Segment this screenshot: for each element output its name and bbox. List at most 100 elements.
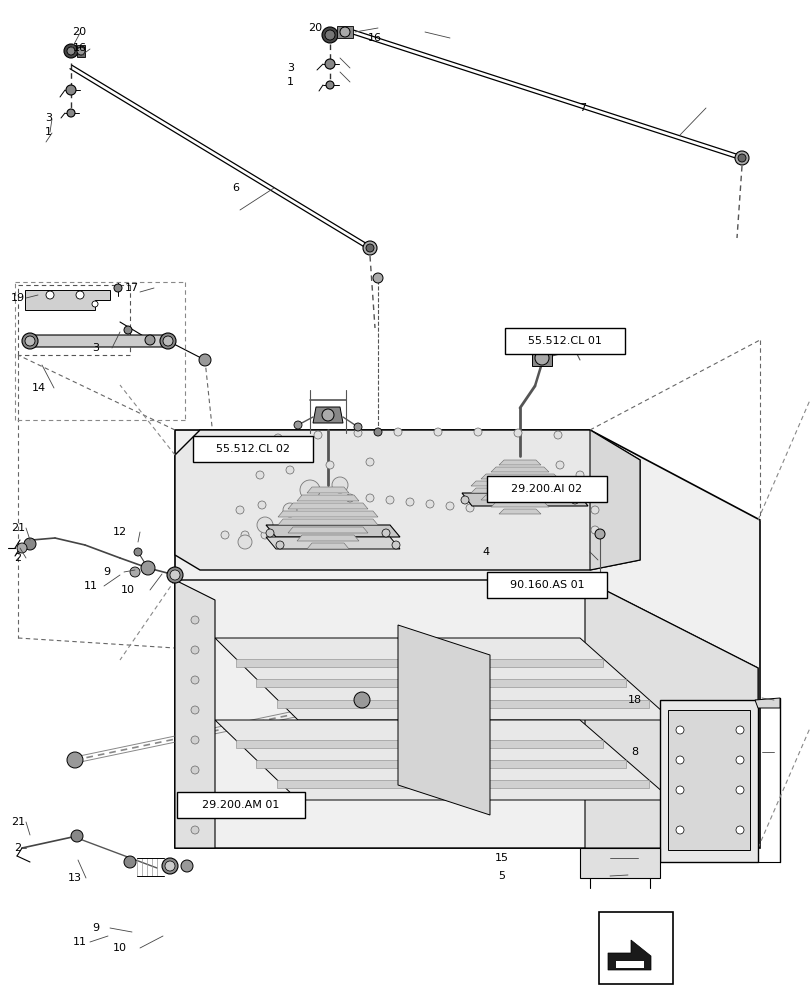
Circle shape (426, 500, 433, 508)
Circle shape (273, 434, 281, 442)
Polygon shape (175, 580, 757, 848)
Circle shape (283, 503, 297, 517)
Polygon shape (531, 350, 551, 366)
Polygon shape (175, 580, 215, 848)
Circle shape (354, 429, 362, 437)
Polygon shape (579, 848, 659, 878)
Circle shape (735, 726, 743, 734)
Polygon shape (307, 543, 349, 549)
Circle shape (46, 291, 54, 299)
Polygon shape (754, 698, 779, 708)
Polygon shape (175, 430, 759, 848)
Polygon shape (470, 488, 569, 493)
Polygon shape (277, 511, 378, 517)
Circle shape (257, 517, 272, 533)
Text: 14: 14 (32, 383, 46, 393)
Circle shape (260, 531, 268, 539)
Text: 6: 6 (232, 183, 238, 193)
Circle shape (354, 423, 362, 431)
Bar (504, 328, 624, 354)
Polygon shape (420, 740, 603, 748)
Polygon shape (235, 740, 420, 748)
Polygon shape (28, 335, 169, 347)
Polygon shape (277, 780, 466, 788)
Polygon shape (491, 467, 548, 472)
Circle shape (191, 826, 199, 834)
Circle shape (165, 861, 175, 871)
Circle shape (322, 27, 337, 43)
Polygon shape (215, 638, 489, 720)
Text: 12: 12 (113, 527, 127, 537)
Circle shape (737, 154, 745, 162)
Circle shape (474, 428, 482, 436)
Circle shape (67, 47, 75, 55)
Circle shape (276, 541, 284, 549)
Circle shape (92, 301, 98, 307)
Circle shape (191, 616, 199, 624)
Text: 10: 10 (113, 943, 127, 953)
Circle shape (676, 756, 683, 764)
Circle shape (433, 428, 441, 436)
Text: 15: 15 (494, 853, 508, 863)
Polygon shape (480, 495, 558, 500)
Circle shape (406, 498, 414, 506)
Circle shape (325, 81, 333, 89)
Polygon shape (461, 493, 587, 506)
Circle shape (17, 543, 27, 553)
Text: 3: 3 (92, 343, 99, 353)
Bar (487, 476, 607, 502)
Polygon shape (77, 45, 85, 57)
Circle shape (324, 59, 335, 69)
Circle shape (64, 44, 78, 58)
Polygon shape (444, 679, 625, 687)
Text: 11: 11 (84, 581, 98, 591)
Circle shape (67, 752, 83, 768)
Circle shape (322, 409, 333, 421)
Circle shape (513, 429, 521, 437)
Text: 3: 3 (287, 63, 294, 73)
Polygon shape (297, 535, 358, 541)
Circle shape (191, 676, 199, 684)
Text: 10: 10 (121, 585, 135, 595)
Polygon shape (499, 460, 540, 465)
Circle shape (556, 461, 564, 469)
Polygon shape (420, 658, 603, 666)
Circle shape (595, 584, 603, 592)
Circle shape (374, 428, 381, 436)
Text: 55.512.CL 01: 55.512.CL 01 (527, 336, 601, 346)
Circle shape (114, 284, 122, 292)
Circle shape (199, 354, 211, 366)
Circle shape (163, 336, 173, 346)
Polygon shape (25, 290, 109, 310)
Circle shape (294, 421, 302, 429)
Circle shape (285, 466, 294, 474)
Circle shape (76, 291, 84, 299)
Circle shape (299, 480, 320, 500)
Circle shape (735, 826, 743, 834)
Circle shape (324, 30, 335, 40)
Polygon shape (288, 527, 367, 533)
Text: 9: 9 (104, 567, 110, 577)
Text: 29.200.AI 02: 29.200.AI 02 (511, 484, 581, 494)
Circle shape (66, 85, 76, 95)
Circle shape (191, 736, 199, 744)
Circle shape (141, 561, 155, 575)
Circle shape (570, 496, 578, 504)
Text: 55.512.CL 02: 55.512.CL 02 (216, 444, 290, 454)
Circle shape (216, 444, 224, 452)
Circle shape (735, 786, 743, 794)
Polygon shape (277, 700, 466, 708)
Circle shape (25, 336, 35, 346)
Text: 21: 21 (11, 523, 25, 533)
Circle shape (332, 477, 348, 493)
Text: 21: 21 (11, 817, 25, 827)
Circle shape (590, 506, 599, 514)
Polygon shape (235, 658, 420, 666)
Bar (667, 710, 749, 850)
Circle shape (534, 351, 548, 365)
Polygon shape (312, 407, 342, 423)
Bar (487, 572, 607, 598)
Circle shape (445, 502, 453, 510)
Text: 29.200.AM 01: 29.200.AM 01 (202, 800, 279, 810)
Text: 18: 18 (627, 695, 642, 705)
